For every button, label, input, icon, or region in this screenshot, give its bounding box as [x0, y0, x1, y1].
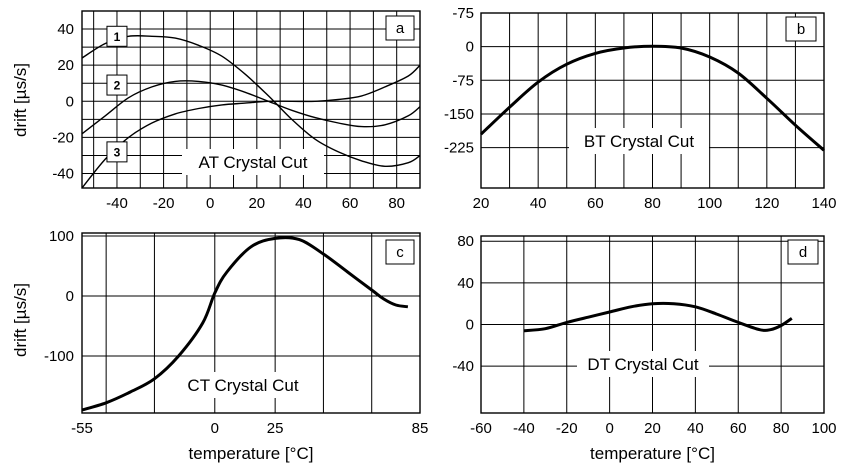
- plot-frame: [81, 232, 421, 414]
- series-line: [81, 236, 409, 412]
- y-tick-label: -100: [44, 348, 74, 365]
- x-axis-label: temperature [°C]: [189, 444, 314, 463]
- x-tick-label: 80: [388, 195, 405, 212]
- y-tick-label: 0: [66, 288, 74, 305]
- series-line: [479, 44, 825, 152]
- x-tick-label: -20: [556, 420, 578, 437]
- chart-title: AT Crystal Cut: [199, 153, 308, 172]
- panel-letter: b: [797, 21, 805, 38]
- chart-title: BT Crystal Cut: [584, 132, 694, 151]
- y-tick-label: -20: [52, 129, 74, 146]
- panel-letter: d: [799, 244, 807, 261]
- x-tick-label: 40: [530, 195, 547, 212]
- panel-c: -55 0 25 85 100 0 -100 drift [µs/s] temperature …: [11, 228, 428, 463]
- cut-label-bg: [178, 372, 308, 398]
- x-tick-label: 0: [605, 420, 613, 437]
- panel-a: 1 2 3 -40 -20 0 20 40 60 80 40 20 0 -20 -40 drift [µs/s…: [11, 10, 421, 212]
- series-line-3: [81, 64, 421, 189]
- cut-label-bg: [577, 351, 709, 377]
- panel-b: 20 40 60 80 100 120 140 -75 0 -75 -150 -225 BT Cryst…: [444, 5, 837, 212]
- chart-title: DT Crystal Cut: [587, 355, 698, 374]
- series-badge-label: 2: [114, 79, 121, 93]
- y-tick-label: 0: [466, 39, 474, 56]
- panel-letter-box: [385, 15, 415, 41]
- panel-letter: a: [396, 20, 405, 37]
- x-tick-label: 100: [697, 195, 722, 212]
- y-tick-label: -150: [444, 106, 474, 123]
- panel-letter-box: [385, 239, 415, 265]
- series-line: [523, 301, 793, 333]
- y-tick-label: -225: [444, 140, 474, 157]
- series-line-2: [81, 80, 421, 135]
- x-tick-label: 60: [342, 195, 359, 212]
- plot-frame: [480, 12, 825, 189]
- cut-label-bg: [569, 128, 709, 154]
- y-tick-label: -75: [452, 5, 474, 22]
- series-badge-box: [106, 141, 128, 163]
- series-badge-label: 1: [114, 30, 121, 44]
- x-tick-label: -60: [470, 420, 492, 437]
- x-tick-label: 0: [206, 195, 214, 212]
- x-tick-label: 60: [587, 195, 604, 212]
- plot-frame: [81, 10, 421, 189]
- x-tick-label: 60: [730, 420, 747, 437]
- y-tick-label: 0: [66, 93, 74, 110]
- y-tick-label: 100: [49, 228, 74, 245]
- y-axis-label: drift [µs/s]: [11, 63, 30, 137]
- x-tick-label: 85: [412, 420, 429, 437]
- series-badge-box: [106, 74, 128, 96]
- x-tick-label: 40: [295, 195, 312, 212]
- y-axis-label: drift [µs/s]: [11, 283, 30, 357]
- x-tick-label: -40: [106, 195, 128, 212]
- y-tick-label: 20: [57, 57, 74, 74]
- x-tick-label: -20: [153, 195, 175, 212]
- x-tick-label: 140: [811, 195, 836, 212]
- panel-letter-box: [785, 16, 817, 42]
- cut-label-bg: [182, 149, 324, 175]
- y-tick-label: 40: [457, 275, 474, 292]
- y-tick-label: 0: [466, 317, 474, 334]
- y-tick-label: 80: [457, 233, 474, 250]
- x-tick-label: 20: [473, 195, 490, 212]
- panel-d: -60 -40 -20 0 20 40 60 80 100 80 40 0 -40 temperature…: [452, 233, 836, 463]
- x-tick-label: -40: [513, 420, 535, 437]
- series-badge-label: 3: [114, 145, 121, 159]
- y-tick-label: -75: [452, 72, 474, 89]
- y-tick-label: -40: [52, 166, 74, 183]
- series-badge-box: [106, 25, 128, 47]
- x-axis-label: temperature [°C]: [590, 444, 715, 463]
- x-tick-label: 120: [754, 195, 779, 212]
- y-tick-label: 40: [57, 21, 74, 38]
- plot-frame: [480, 235, 825, 414]
- x-tick-label: 80: [644, 195, 661, 212]
- x-tick-label: 40: [687, 420, 704, 437]
- x-tick-label: 0: [211, 420, 219, 437]
- x-tick-label: 20: [644, 420, 661, 437]
- panel-letter: c: [396, 244, 404, 261]
- x-tick-label: 20: [248, 195, 265, 212]
- x-tick-label: 100: [811, 420, 836, 437]
- x-tick-label: -55: [71, 420, 93, 437]
- series-line-1: [81, 34, 421, 168]
- x-tick-label: 80: [773, 420, 790, 437]
- x-tick-label: 25: [267, 420, 284, 437]
- y-tick-label: -40: [452, 358, 474, 375]
- panel-letter-box: [787, 239, 819, 265]
- chart-title: CT Crystal Cut: [187, 376, 298, 395]
